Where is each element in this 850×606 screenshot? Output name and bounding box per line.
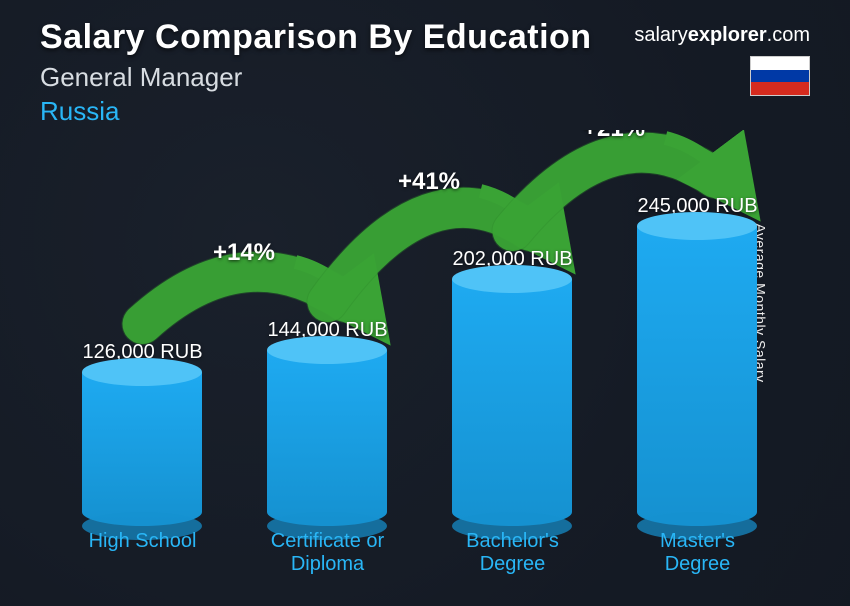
- x-label-2: Bachelor'sDegree: [431, 530, 594, 586]
- bar-0: 126,000 RUB: [61, 341, 224, 526]
- bar-1: 144,000 RUB: [246, 319, 409, 526]
- brand-logo: salaryexplorer.com: [634, 24, 810, 47]
- bar-3: 245,000 RUB: [616, 195, 779, 526]
- bars-container: 126,000 RUB144,000 RUB202,000 RUB245,000…: [50, 130, 790, 526]
- bar-body: [267, 350, 387, 526]
- infographic-stage: Salary Comparison By Education General M…: [0, 0, 850, 606]
- flag-stripe-0: [751, 57, 809, 70]
- brand-mid: explorer: [688, 24, 767, 46]
- country-label: Russia: [40, 96, 119, 127]
- flag-stripe-2: [751, 82, 809, 95]
- bar-top: [82, 358, 202, 386]
- bar-body: [82, 372, 202, 526]
- x-label-1: Certificate orDiploma: [246, 530, 409, 586]
- bar-chart: +14%+41%+21% 126,000 RUB144,000 RUB202,0…: [50, 130, 790, 586]
- brand-suffix: .com: [767, 24, 810, 46]
- bar-2: 202,000 RUB: [431, 248, 594, 526]
- bar-body: [637, 226, 757, 526]
- country-flag: [750, 56, 810, 96]
- bar-top: [267, 336, 387, 364]
- bar-top: [452, 265, 572, 293]
- x-labels: High School Certificate orDiploma Bachelor…: [50, 530, 790, 586]
- x-label-0: High School: [61, 530, 224, 586]
- page-title: Salary Comparison By Education: [40, 18, 592, 57]
- bar-body: [452, 279, 572, 526]
- flag-stripe-1: [751, 70, 809, 83]
- brand-prefix: salary: [634, 24, 687, 46]
- x-label-3: Master'sDegree: [616, 530, 779, 586]
- page-subtitle: General Manager: [40, 62, 242, 93]
- bar-top: [637, 212, 757, 240]
